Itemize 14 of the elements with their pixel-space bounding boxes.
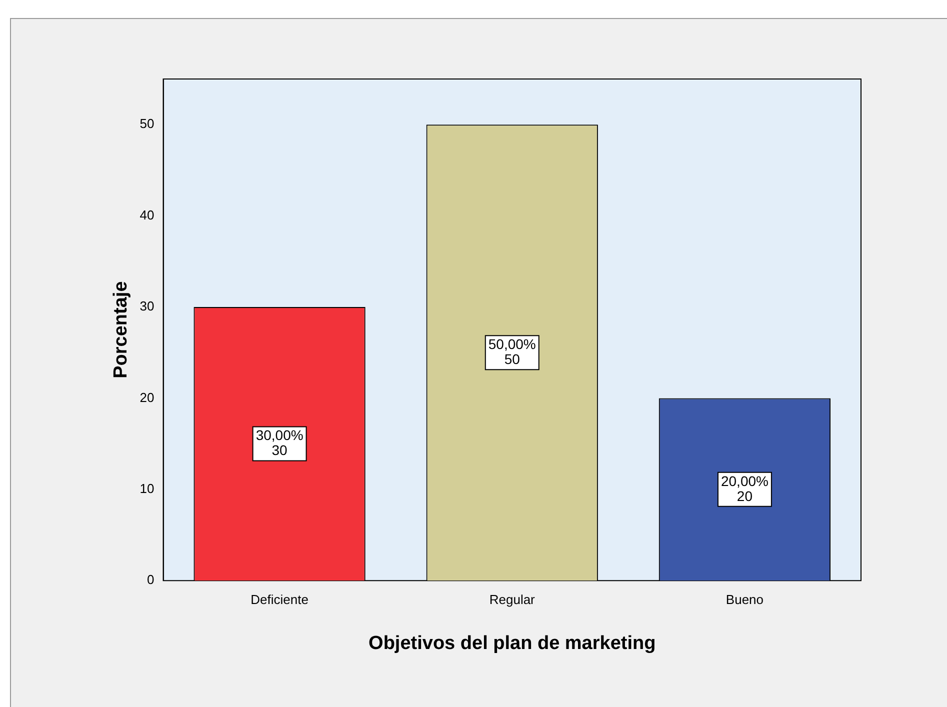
y-tick-label: 20 <box>140 390 154 405</box>
y-tick-label: 0 <box>147 572 154 588</box>
x-tick-label: Regular <box>489 592 536 607</box>
x-axis-title: Objetivos del plan de marketing <box>368 632 656 654</box>
y-axis-title: Porcentaje <box>110 281 132 378</box>
x-tick-label: Deficiente <box>250 592 308 607</box>
y-tick-label: 50 <box>140 116 154 132</box>
y-tick-label: 30 <box>140 298 154 314</box>
data-label: 30,00% 30 <box>256 427 304 458</box>
x-tick-label: Bueno <box>726 592 764 607</box>
data-label: 20,00% 20 <box>720 472 768 504</box>
y-tick-label: 40 <box>140 207 154 222</box>
y-tick-label: 10 <box>140 480 154 496</box>
data-label: 50,00% 50 <box>488 336 536 367</box>
